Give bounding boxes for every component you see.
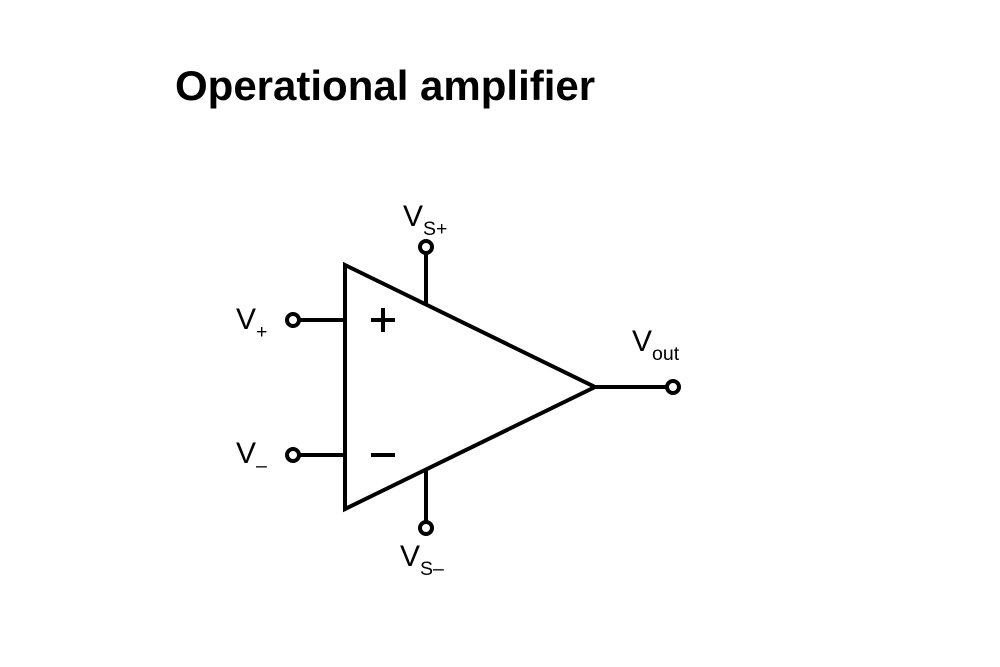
label-supply-neg-sub: S– xyxy=(420,558,444,580)
label-supply-neg: VS– xyxy=(400,540,444,579)
label-out: Vout xyxy=(632,325,679,364)
label-in-plus-main: V xyxy=(236,303,256,336)
node-supply-neg xyxy=(420,522,432,534)
node-out xyxy=(667,381,679,393)
label-in-plus-sub: + xyxy=(256,321,267,343)
label-in-minus-main: V xyxy=(236,437,256,470)
label-out-main: V xyxy=(632,325,652,358)
label-in-plus: V+ xyxy=(236,303,267,342)
opamp-diagram xyxy=(0,0,1000,667)
label-in-minus: V– xyxy=(236,437,267,476)
node-in-plus xyxy=(287,314,299,326)
label-supply-pos-sub: S+ xyxy=(423,218,447,240)
label-out-sub: out xyxy=(652,343,679,365)
opamp-triangle xyxy=(345,265,595,509)
label-supply-pos: VS+ xyxy=(403,200,447,239)
node-supply-pos xyxy=(420,241,432,253)
label-supply-neg-main: V xyxy=(400,540,420,573)
node-in-minus xyxy=(287,449,299,461)
label-in-minus-sub: – xyxy=(256,455,267,477)
label-supply-pos-main: V xyxy=(403,200,423,233)
